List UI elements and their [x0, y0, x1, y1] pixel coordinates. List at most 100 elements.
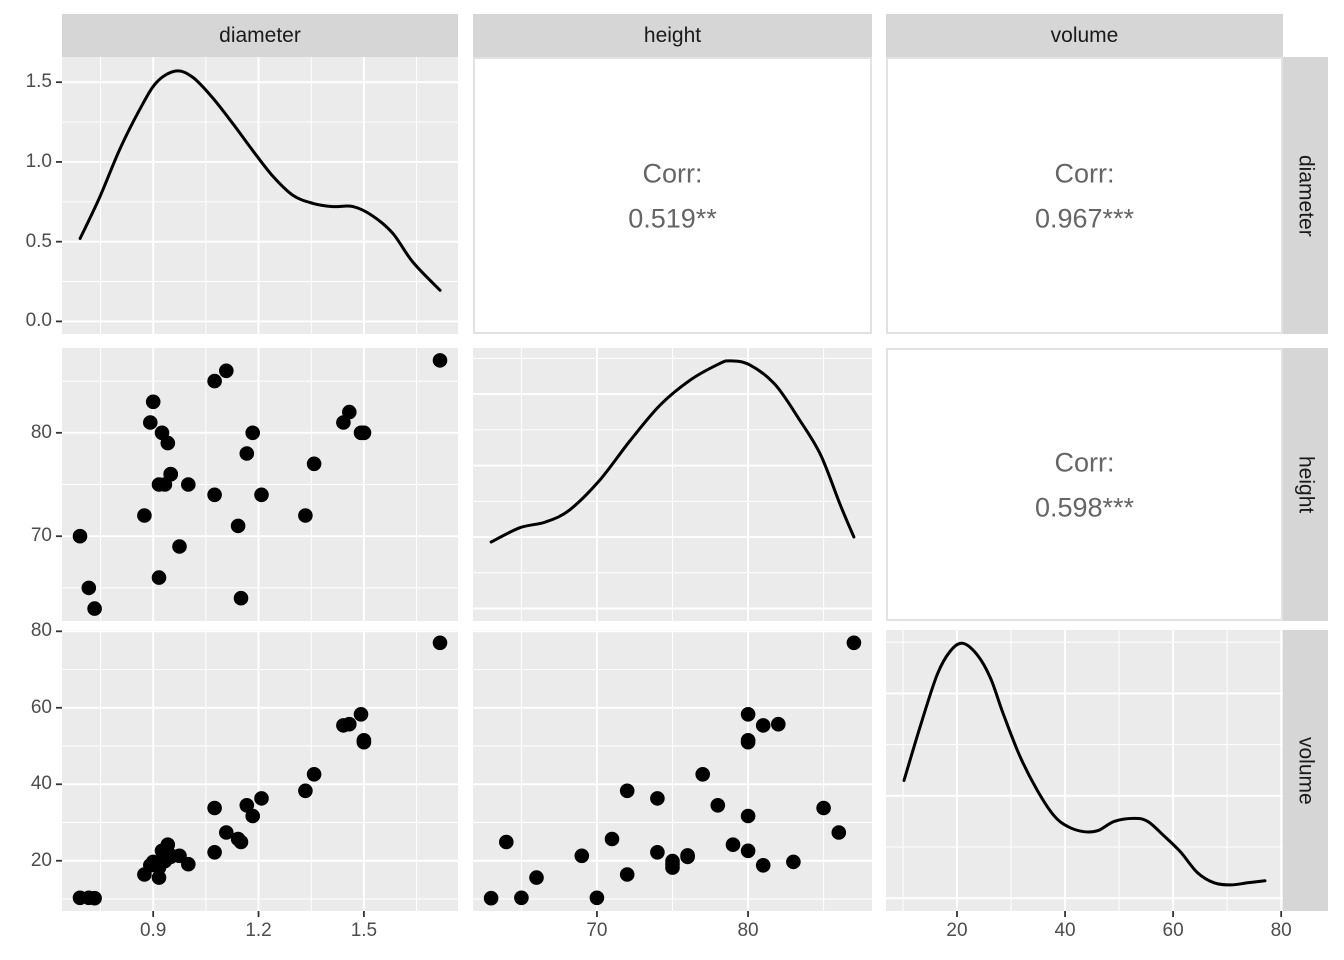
strip-right-diameter: diameter	[1283, 57, 1328, 334]
data-point	[137, 508, 152, 523]
data-point	[172, 539, 187, 554]
data-point	[604, 831, 620, 847]
y-axis-tick-label-label: 70	[30, 525, 52, 547]
data-point	[725, 837, 741, 852]
data-point	[432, 353, 448, 368]
data-point	[81, 580, 97, 596]
data-point	[207, 845, 222, 860]
corr-panel-bg	[886, 348, 1283, 621]
data-point	[816, 800, 831, 816]
y-axis-tick-label: 80	[6, 620, 52, 642]
data-point	[207, 800, 222, 816]
corr-label: Corr:	[1055, 159, 1115, 189]
data-point	[695, 767, 710, 782]
x-axis-tick-label: 70	[586, 920, 607, 942]
data-point	[163, 466, 178, 482]
data-point	[254, 791, 269, 806]
x-axis-tick-label-label: 40	[1054, 920, 1076, 941]
panel-scatter-r3c1	[62, 630, 458, 911]
data-point	[771, 716, 786, 732]
strip-top-diameter-label: diameter	[219, 23, 301, 47]
strip-right-height-label: height	[1294, 455, 1318, 514]
x-axis-tick-label-label: 60	[1162, 920, 1184, 941]
x-axis-tick-label-label: 20	[946, 920, 968, 941]
y-axis-tick-label: 0.5	[6, 231, 52, 253]
y-axis-tick-label: 70	[6, 525, 52, 547]
data-point	[619, 783, 635, 799]
data-point	[87, 890, 102, 906]
y-axis-tick-label: 0.0	[6, 310, 52, 332]
data-point	[72, 528, 88, 544]
data-point	[342, 404, 357, 420]
data-point	[514, 890, 529, 906]
data-point	[342, 716, 357, 732]
y-axis-tick-label-label: 1.0	[25, 150, 52, 172]
data-point	[245, 425, 260, 441]
data-point	[207, 487, 222, 503]
x-axis-tick-label: 40	[1054, 920, 1075, 942]
strip-top-volume-label: volume	[1050, 23, 1119, 47]
data-point	[499, 834, 514, 850]
data-point	[786, 854, 801, 870]
x-axis-tick-label-label: 0.9	[139, 920, 167, 941]
strip-top-diameter: diameter	[62, 14, 458, 57]
panel-corr-r1c2: Corr: 0.519**	[473, 57, 872, 334]
y-axis-tick-label-label: 80	[30, 620, 52, 642]
y-axis-tick-label: 60	[6, 697, 52, 719]
data-point	[239, 446, 255, 461]
data-point	[483, 890, 499, 906]
density-curve-volume	[902, 641, 1267, 887]
data-point	[619, 867, 635, 882]
strip-top-volume: volume	[886, 14, 1283, 57]
y-axis-tick-label-label: 80	[30, 421, 52, 443]
data-point	[740, 734, 756, 750]
x-axis-tick-label-label: 80	[737, 920, 759, 941]
y-axis-tick-label-label: 1.5	[25, 71, 52, 93]
y-axis-tick-label: 20	[6, 850, 52, 872]
data-point	[233, 590, 249, 606]
panel-density-r3c3	[886, 630, 1283, 911]
y-axis-tick-label: 1.5	[6, 71, 52, 93]
x-axis-tick-label: 20	[946, 920, 967, 942]
data-point	[589, 890, 605, 906]
x-axis-tick-label: 1.2	[245, 920, 271, 942]
x-axis-tick-label: 80	[737, 920, 758, 942]
data-point	[181, 477, 196, 492]
data-point	[230, 518, 246, 534]
strip-top-height: height	[473, 14, 872, 57]
x-axis-tick-label-label: 1.5	[350, 920, 378, 941]
density-curve-height	[489, 359, 856, 544]
data-point	[680, 848, 695, 863]
corr-label: Corr:	[643, 159, 703, 189]
data-point	[181, 856, 196, 872]
corr-panel-bg	[473, 57, 872, 334]
data-point	[160, 435, 176, 451]
y-axis-tick-label-label: 0.5	[25, 230, 52, 252]
data-point	[219, 825, 234, 840]
panel-scatter-r3c2	[473, 630, 872, 911]
data-point	[755, 718, 771, 733]
y-axis-tick-label-label: 20	[30, 849, 52, 871]
x-axis-tick-label-label: 1.2	[245, 920, 272, 941]
x-axis-tick-label-label: 80	[1270, 920, 1292, 941]
data-point	[151, 570, 167, 585]
strip-top-height-label: height	[643, 23, 702, 47]
panel-bg	[886, 630, 1283, 911]
x-axis-tick-label-label: 70	[586, 920, 608, 941]
data-point	[207, 373, 222, 389]
data-point	[650, 791, 665, 806]
corr-value: 0.519**	[628, 204, 717, 234]
corr-value: 0.967***	[1035, 204, 1135, 234]
data-point	[219, 363, 234, 379]
data-point	[740, 707, 756, 722]
data-point	[432, 635, 448, 651]
data-point	[356, 734, 372, 750]
x-axis-tick-label: 0.9	[140, 920, 166, 942]
x-axis-tick-label: 1.5	[351, 920, 377, 942]
data-point	[650, 845, 665, 860]
data-point	[245, 808, 260, 824]
y-axis-tick-label: 40	[6, 773, 52, 795]
strip-right-volume: volume	[1283, 630, 1328, 911]
panel-scatter-r2c1	[62, 348, 458, 621]
